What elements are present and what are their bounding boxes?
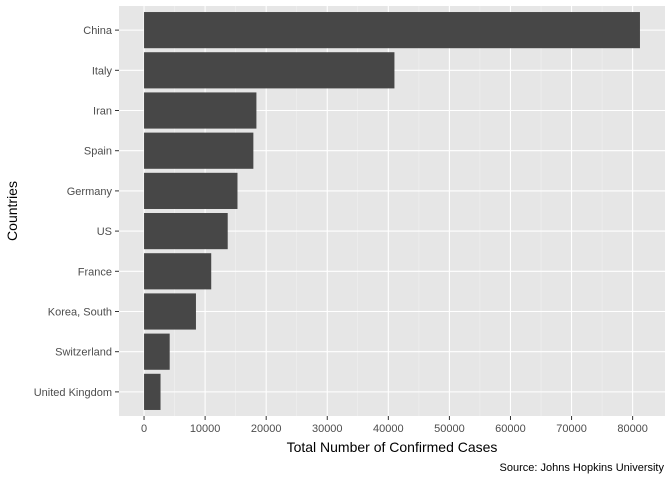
x-tick-label: 0: [141, 423, 147, 435]
y-tick-label: Italy: [92, 65, 113, 77]
bar-iran: [144, 92, 257, 129]
y-tick-label: China: [83, 25, 113, 37]
x-tick-label: 70000: [556, 423, 587, 435]
bar-italy: [144, 52, 395, 89]
x-tick-label: 40000: [373, 423, 404, 435]
chart-caption: Source: Johns Hopkins University: [500, 462, 665, 474]
y-tick-label: Germany: [67, 186, 113, 198]
x-tick-label: 10000: [190, 423, 221, 435]
y-axis-title: Countries: [4, 181, 20, 241]
x-tick-label: 20000: [251, 423, 282, 435]
y-tick-label: US: [97, 226, 112, 238]
bar-france: [144, 253, 212, 290]
x-tick-label: 60000: [495, 423, 526, 435]
bar-china: [144, 12, 640, 49]
bars: [144, 12, 640, 410]
x-axis-title: Total Number of Confirmed Cases: [287, 439, 498, 455]
bar-united-kingdom: [144, 373, 161, 410]
bar-germany: [144, 172, 238, 209]
bar-switzerland: [144, 333, 170, 370]
y-tick-label: United Kingdom: [34, 387, 112, 399]
y-tick-label: Korea, South: [48, 306, 112, 318]
x-axis-ticks: 0 10000 20000 30000 40000 50000 60000 70000 8000…: [141, 416, 648, 435]
bar-korea-south: [144, 293, 196, 330]
y-tick-label: Switzerland: [55, 347, 112, 359]
y-axis-ticks: United Kingdom Switzerland Korea, South Fra…: [34, 25, 119, 399]
x-tick-label: 30000: [312, 423, 343, 435]
y-tick-label: France: [78, 266, 112, 278]
y-tick-label: Iran: [93, 106, 112, 118]
x-tick-label: 50000: [434, 423, 465, 435]
y-tick-label: Spain: [84, 146, 112, 158]
bar-us: [144, 213, 228, 250]
bar-spain: [144, 132, 254, 169]
x-tick-label: 80000: [617, 423, 648, 435]
